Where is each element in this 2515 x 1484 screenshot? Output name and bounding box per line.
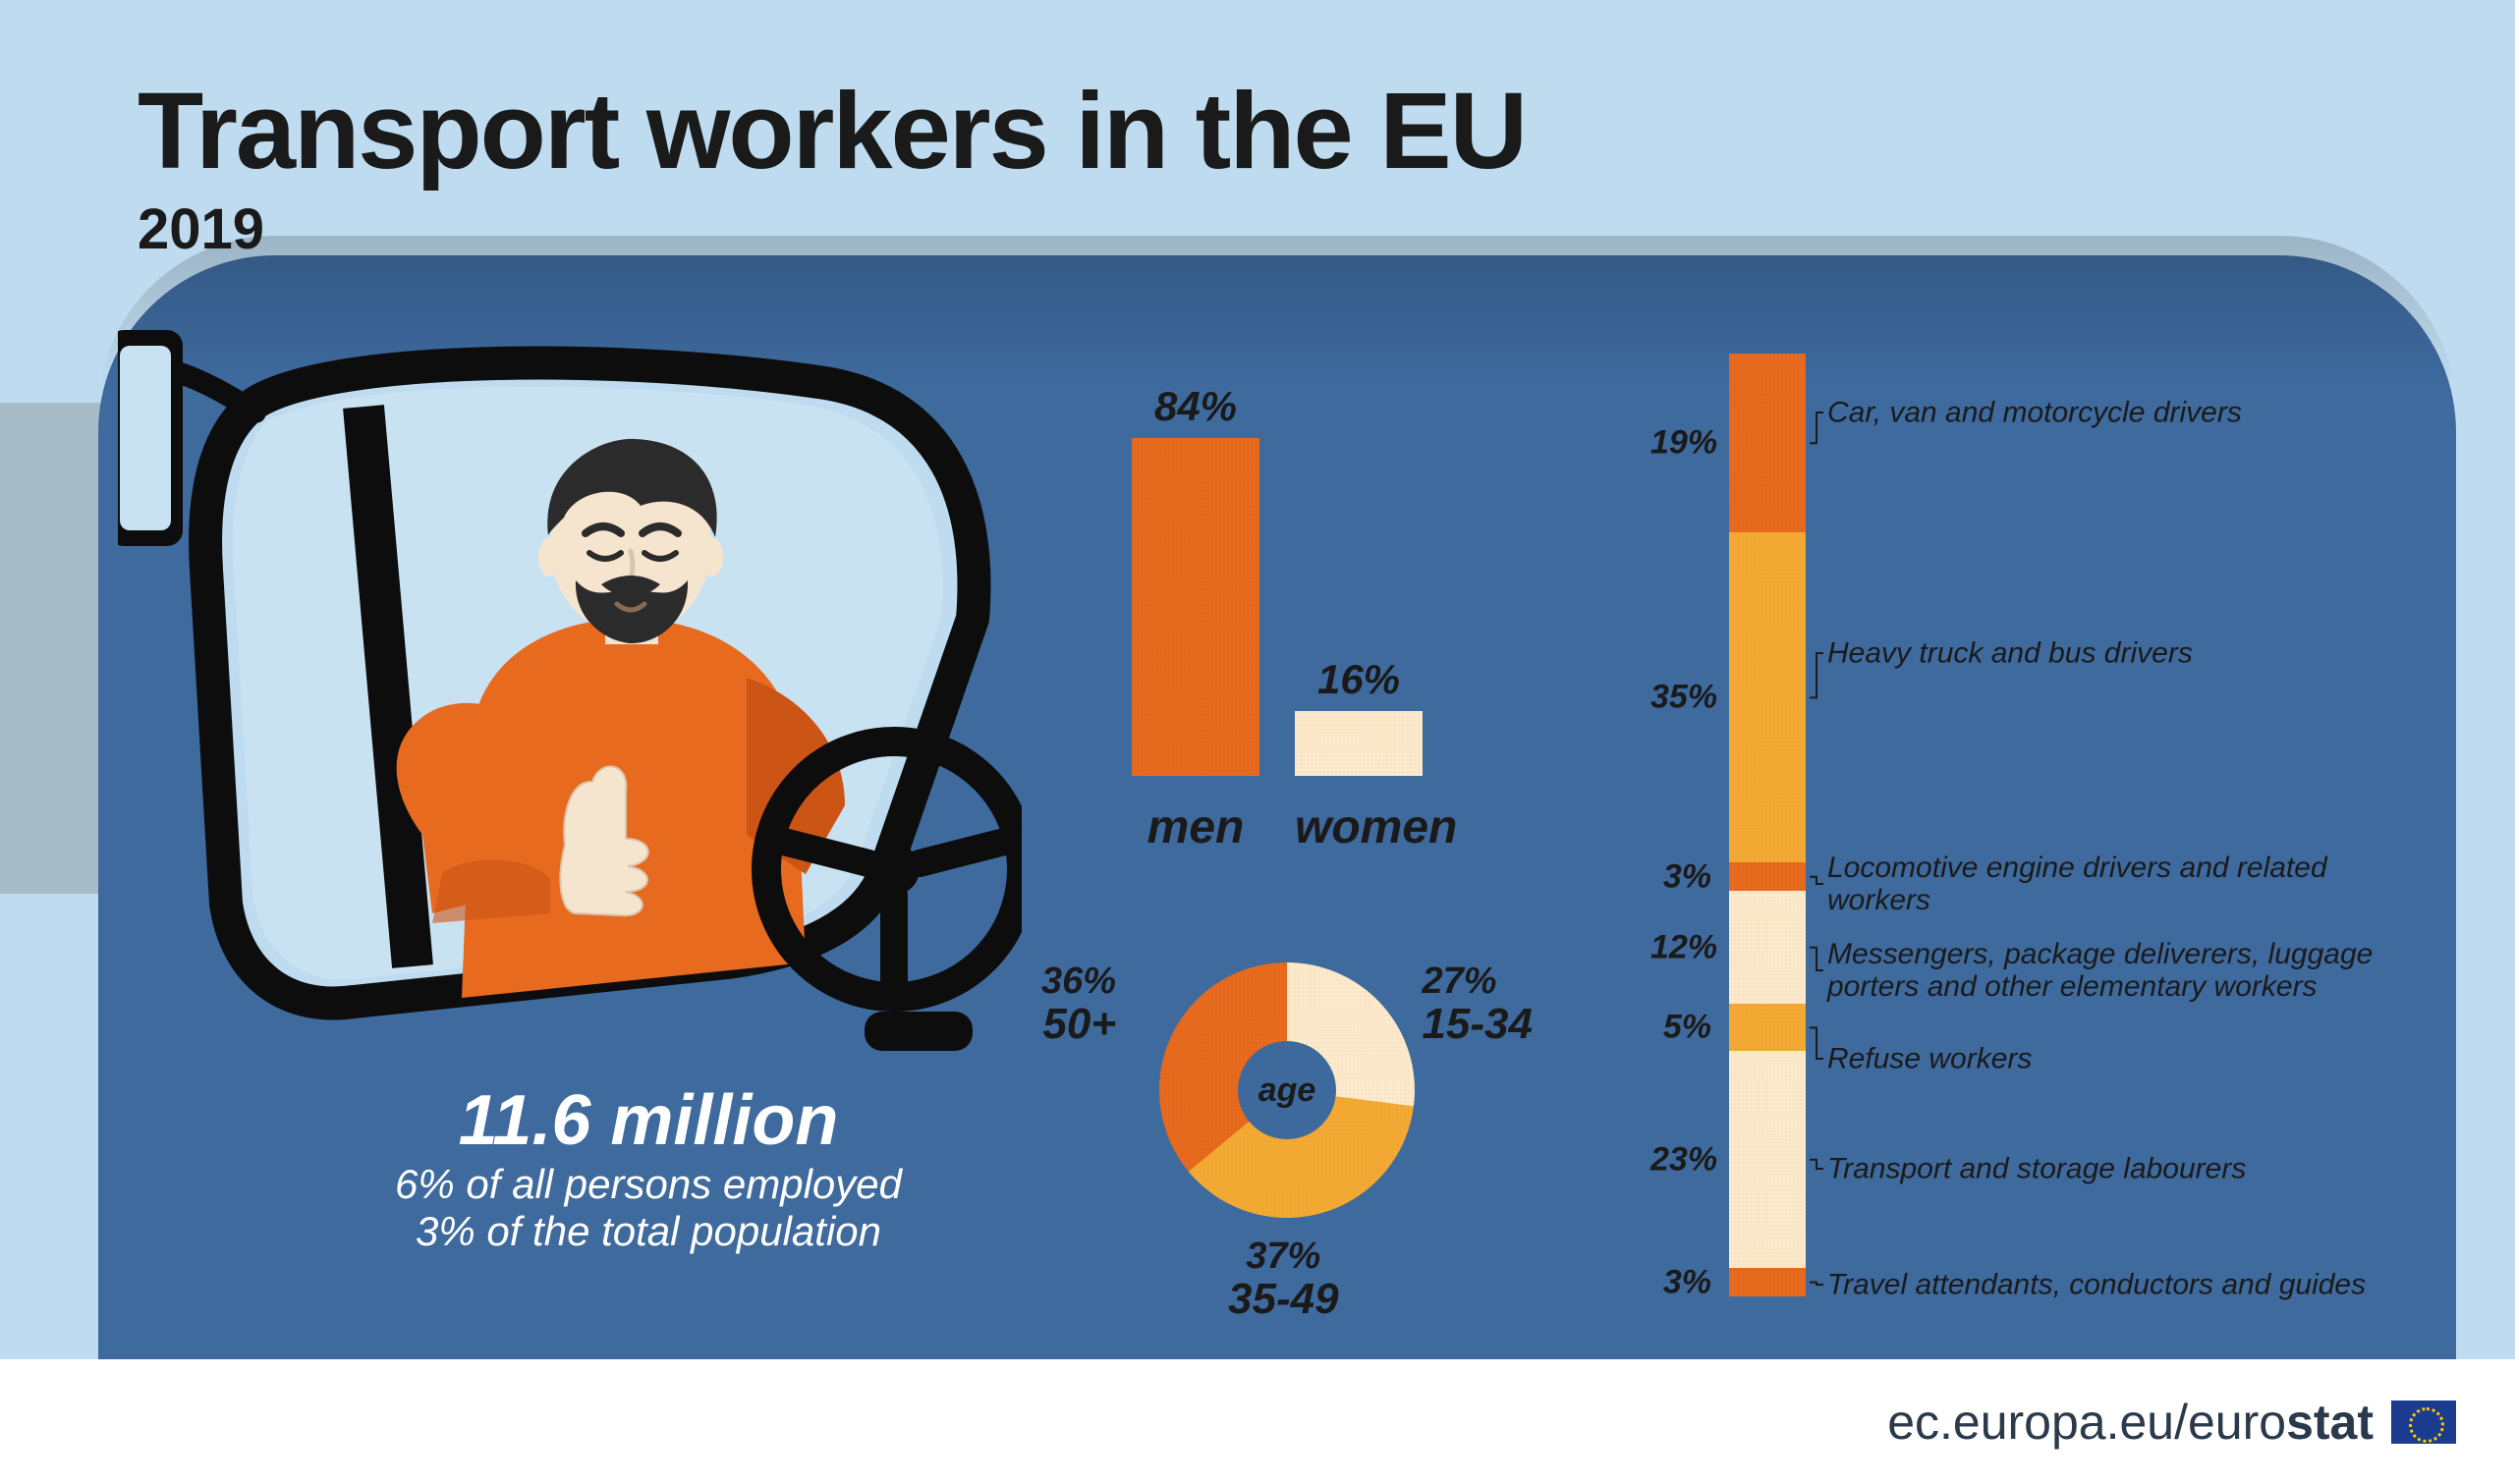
gender-bar-label: women: [1295, 800, 1423, 854]
occupation-pct: 5%: [1650, 1009, 1711, 1047]
footer-brand-prefix: euro: [2188, 1395, 2286, 1450]
occupation-label: Transport and storage labourers: [1827, 1153, 2246, 1185]
footer-url-prefix: ec.europa.eu/: [1887, 1394, 2188, 1451]
totals-line-1: 6% of all persons employed: [275, 1161, 1022, 1208]
gender-bar-chart: 84% 16% men women: [1090, 344, 1464, 854]
totals-block: 11.6 million 6% of all persons employed …: [275, 1080, 1022, 1255]
gender-bar: 84%: [1132, 383, 1259, 776]
totals-line-2: 3% of the total population: [275, 1208, 1022, 1255]
occupation-label: Refuse workers: [1827, 1043, 2032, 1075]
age-group-35-49: 35-49: [1228, 1277, 1339, 1322]
occupation-stacked-bar: 19% Car, van and motorcycle drivers 35% Hea…: [1650, 354, 2417, 1316]
canvas: Transport workers in the EU 2019: [0, 0, 2515, 1484]
occupation-pct: 3%: [1650, 857, 1711, 896]
occupation-label: Heavy truck and bus drivers: [1827, 637, 2193, 670]
age-pct-50plus: 36%: [1041, 962, 1116, 1002]
gender-bar-rect: [1132, 438, 1259, 776]
page-title: Transport workers in the EU: [138, 69, 1526, 193]
age-pct-35-49: 37%: [1228, 1237, 1339, 1277]
footer-brand: eurostat: [2188, 1394, 2374, 1451]
age-center-label: age: [1238, 1041, 1336, 1139]
footer-brand-bold: stat: [2286, 1395, 2374, 1450]
gender-bar-rect: [1295, 711, 1423, 776]
gender-bar-label: men: [1132, 800, 1259, 854]
age-group-15-34: 15-34: [1422, 1002, 1533, 1047]
occupation-pct: 19%: [1650, 424, 1711, 463]
footer: ec.europa.eu/ eurostat: [0, 1359, 2515, 1484]
age-pct-15-34: 27%: [1422, 962, 1533, 1002]
occupation-label: Car, van and motorcycle drivers: [1827, 397, 2242, 429]
age-donut-chart: age 27% 15-34 37% 35-49 36% 50+: [1041, 923, 1533, 1336]
gender-bar-value: 84%: [1154, 383, 1237, 430]
eu-flag-icon: [2391, 1401, 2456, 1444]
totals-headline: 11.6 million: [275, 1080, 1022, 1161]
driver-illustration: [118, 324, 1022, 1051]
age-group-50plus: 50+: [1041, 1002, 1116, 1047]
occupation-label: Travel attendants, conductors and guides: [1827, 1269, 2366, 1301]
gender-bar: 16%: [1295, 656, 1423, 776]
gender-bar-value: 16%: [1317, 656, 1400, 703]
occupation-label: Locomotive engine drivers and related wo…: [1827, 852, 2377, 916]
occupation-pct: 12%: [1650, 928, 1711, 966]
occupation-pct: 35%: [1650, 679, 1711, 717]
occupation-pct: 23%: [1650, 1140, 1711, 1179]
occupation-label: Messengers, package deliverers, luggage …: [1827, 938, 2377, 1003]
occupation-pct: 3%: [1650, 1263, 1711, 1301]
page-year: 2019: [138, 196, 264, 262]
